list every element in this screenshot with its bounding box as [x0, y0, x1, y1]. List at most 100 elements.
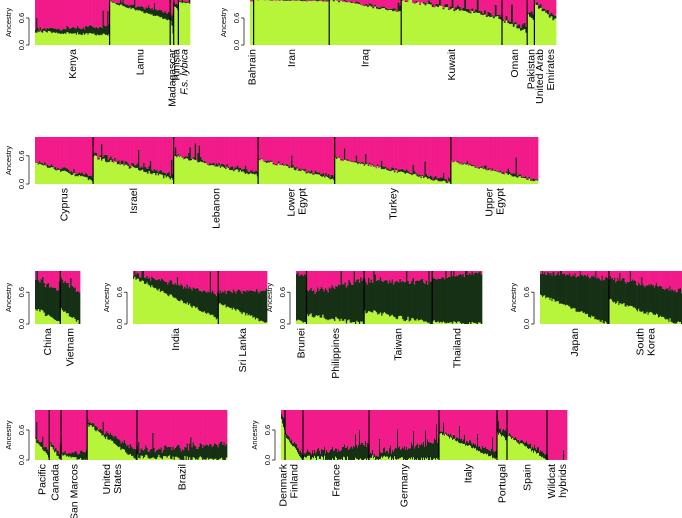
ancestry-bar-cluster-a: [479, 167, 482, 184]
ancestry-bar-cluster-c: [430, 2, 433, 5]
ancestry-bar-cluster-c: [480, 274, 483, 324]
ancestry-bar-cluster-c: [106, 154, 108, 163]
ancestry-bar-cluster-a: [374, 457, 376, 460]
ancestry-bar-cluster-a: [71, 174, 74, 184]
ancestry-bar-cluster-b: [96, 410, 99, 428]
ancestry-bar-cluster-b: [353, 137, 355, 163]
ancestry-bar-cluster-a: [442, 435, 444, 460]
ancestry-bar-cluster-c: [51, 287, 54, 318]
ancestry-bar-cluster-b: [444, 137, 446, 179]
ancestry-bar-cluster-a: [571, 308, 573, 324]
ancestry-bar-cluster-b: [456, 410, 458, 438]
ancestry-bar-cluster-a: [291, 0, 294, 45]
ancestry-bar-cluster-c: [36, 271, 39, 311]
ancestry-bar-cluster-a: [114, 161, 116, 184]
ancestry-bar-cluster-a: [462, 164, 465, 184]
ancestry-bar-cluster-a: [52, 449, 55, 460]
ancestry-bar-cluster-c: [373, 456, 375, 459]
ancestry-bar-cluster-a: [170, 20, 172, 45]
ancestry-bar-cluster-a: [147, 457, 150, 460]
ancestry-bar-cluster-b: [163, 0, 165, 13]
ancestry-bar-cluster-b: [548, 0, 551, 15]
ancestry-bar-cluster-a: [78, 175, 81, 184]
ancestry-bar-cluster-a: [622, 303, 624, 324]
ancestry-bar-cluster-a: [652, 314, 655, 324]
ancestry-bar-cluster-c: [508, 435, 510, 437]
ancestry-bar-cluster-c: [518, 439, 520, 444]
ancestry-bar-cluster-c: [234, 291, 236, 310]
ancestry-bar-cluster-a: [265, 322, 268, 324]
ancestry-bar-cluster-b: [404, 0, 407, 1]
ancestry-bar-cluster-c: [189, 443, 191, 458]
ancestry-bar-cluster-c: [671, 289, 673, 323]
ancestry-bar-cluster-b: [185, 410, 188, 448]
ancestry-bar-cluster-a: [467, 445, 469, 460]
ancestry-bar-cluster-c: [517, 440, 519, 443]
group-label-lamu: Lamu: [134, 49, 146, 75]
ancestry-bar-cluster-c: [482, 13, 485, 16]
ancestry-bar-cluster-c: [316, 451, 318, 460]
ancestry-bar-cluster-a: [436, 322, 438, 324]
ancestry-bar-cluster-b: [148, 271, 151, 278]
ancestry-bar-cluster-b: [116, 410, 119, 439]
ancestry-bar-cluster-c: [234, 167, 237, 171]
ancestry-bar-cluster-b: [670, 271, 672, 291]
ancestry-bar-cluster-c: [99, 26, 101, 36]
ancestry-bar-cluster-b: [233, 137, 235, 170]
y-axis-label: Ancestry: [265, 283, 274, 312]
ancestry-bar-cluster-c: [636, 285, 638, 311]
ancestry-bar-cluster-b: [427, 137, 429, 176]
ancestry-bar-cluster-a: [138, 457, 140, 460]
ancestry-bar-cluster-a: [502, 20, 505, 45]
ancestry-bar-cluster-c: [86, 174, 89, 178]
ancestry-bar-cluster-c: [551, 276, 553, 302]
ancestry-bar-cluster-c: [350, 161, 353, 162]
ancestry-bar-cluster-b: [67, 271, 70, 283]
ancestry-bar-cluster-a: [428, 178, 431, 184]
ancestry-bar-cluster-b: [476, 271, 479, 274]
ancestry-bar-cluster-a: [496, 16, 499, 45]
ancestry-bar-cluster-b: [612, 271, 614, 278]
ancestry-bar-cluster-b: [121, 0, 123, 3]
ancestry-bar-cluster-a: [35, 309, 37, 324]
ancestry-bar-cluster-b: [536, 410, 538, 450]
ancestry-bar-cluster-b: [616, 271, 618, 282]
ancestry-bar-cluster-b: [96, 0, 99, 28]
ancestry-bar-cluster-c: [322, 449, 324, 457]
ancestry-bar-cluster-b: [124, 137, 127, 162]
ancestry-bar-cluster-b: [422, 410, 424, 445]
ancestry-bar-cluster-c: [293, 166, 296, 170]
ancestry-bar-cluster-a: [521, 29, 524, 45]
ancestry-bar-cluster-c: [422, 1, 425, 4]
ancestry-bar-cluster-b: [62, 0, 65, 29]
ancestry-bar-cluster-b: [553, 410, 555, 460]
ancestry-bar-cluster-c: [42, 276, 44, 311]
ancestry-bar-cluster-a: [65, 33, 67, 45]
ancestry-bar-cluster-a: [257, 0, 260, 46]
ancestry-bar-cluster-b: [146, 271, 148, 276]
ancestry-bar-cluster-b: [468, 137, 470, 166]
ancestry-bar-cluster-a: [415, 2, 418, 46]
ancestry-bar-cluster-b: [71, 410, 74, 452]
ancestry-bar-cluster-c: [145, 445, 147, 455]
ancestry-bar-cluster-c: [544, 272, 546, 296]
ancestry-bar-cluster-a: [168, 296, 170, 324]
ancestry-bar-cluster-a: [268, 162, 271, 184]
ancestry-bar-cluster-b: [582, 271, 585, 277]
ancestry-bar-cluster-c: [246, 289, 248, 314]
ancestry-bar-cluster-c: [459, 273, 462, 323]
ancestry-bar-cluster-c: [160, 447, 163, 459]
ancestry-bar-cluster-a: [447, 435, 449, 460]
ancestry-bar-cluster-b: [638, 271, 640, 283]
ancestry-bar-cluster-b: [489, 0, 492, 13]
ancestry-bar-cluster-a: [615, 303, 617, 324]
ancestry-bar-cluster-a: [176, 300, 179, 324]
ancestry-bar-cluster-c: [288, 165, 291, 169]
ancestry-bar-cluster-c: [148, 277, 151, 286]
ancestry-bar-cluster-b: [175, 271, 178, 285]
ancestry-bar-cluster-c: [505, 429, 507, 441]
ancestry-bar-cluster-b: [460, 0, 463, 10]
ancestry-bar-cluster-c: [362, 162, 365, 165]
ancestry-bar-cluster-a: [299, 456, 301, 460]
ancestry-bar-cluster-b: [453, 137, 456, 162]
